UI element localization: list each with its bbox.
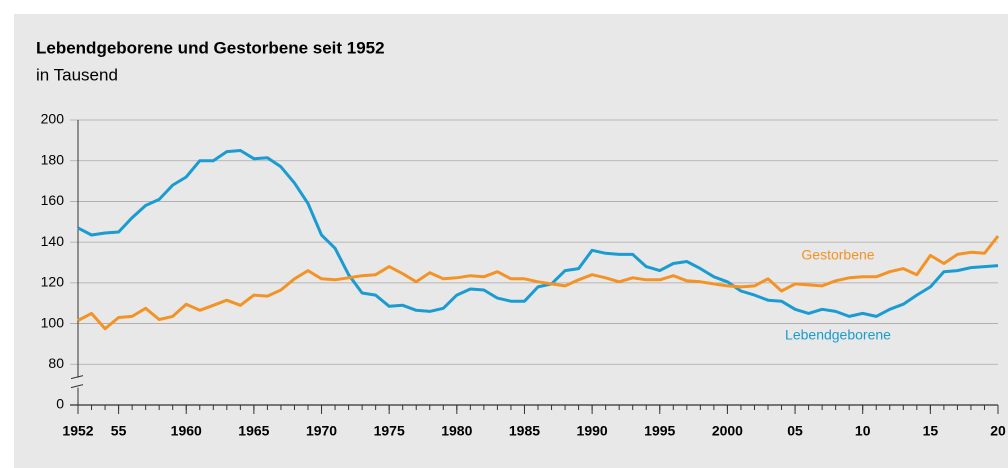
- y-tick-label: 120: [41, 274, 65, 290]
- chart-title: Lebendgeborene und Gestorbene seit 1952: [36, 38, 385, 57]
- chart-subtitle: in Tausend: [36, 65, 118, 84]
- x-tick-label: 1990: [577, 423, 608, 439]
- panel: [14, 14, 1008, 468]
- axis-break: [70, 375, 84, 389]
- x-tick-label: 1995: [644, 423, 675, 439]
- x-tick-label: 10: [855, 423, 871, 439]
- x-tick-label: 1980: [441, 423, 472, 439]
- x-tick-label: 1975: [374, 423, 405, 439]
- x-tick-label: 2000: [712, 423, 743, 439]
- axis-break-gap: [68, 377, 82, 388]
- line-series: [77, 149, 999, 318]
- y-tick-label: 0: [56, 396, 64, 412]
- line-series: [77, 235, 1000, 331]
- x-tick-label: 1952: [62, 423, 93, 439]
- y-tick-label: 180: [41, 151, 65, 167]
- x-tick-label: 15: [923, 423, 939, 439]
- y-tick-label: 140: [41, 233, 65, 249]
- x-tick-label: 55: [111, 423, 127, 439]
- x-tick-label: 1970: [306, 423, 337, 439]
- x-tick-label: 1960: [171, 423, 202, 439]
- x-tick-label: 1965: [238, 423, 269, 439]
- y-tick-label: 160: [41, 192, 65, 208]
- x-tick-label: 1985: [509, 423, 540, 439]
- y-tick-label: 80: [48, 355, 64, 371]
- x-tick-label: 20: [990, 423, 1006, 439]
- series-label: Gestorbene: [801, 247, 874, 263]
- x-tick-label: 05: [787, 423, 803, 439]
- y-tick-label: 200: [41, 111, 65, 127]
- series-label: Lebendgeborene: [785, 327, 891, 343]
- y-tick-label: 100: [41, 314, 65, 330]
